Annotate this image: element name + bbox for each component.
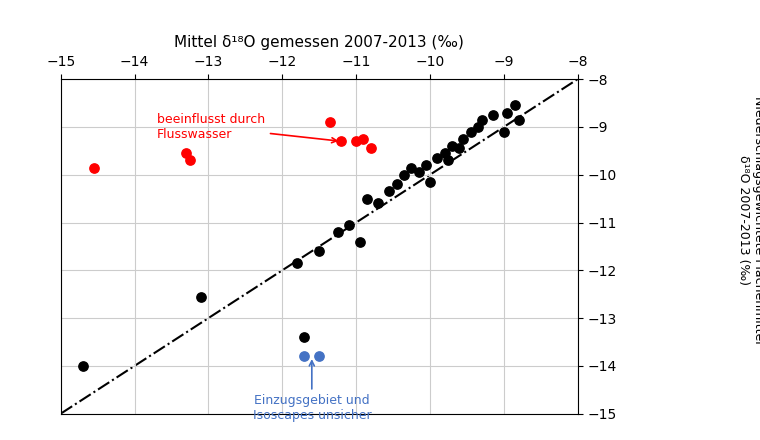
- Text: Einzugsgebiet und
Isoscapes unsicher: Einzugsgebiet und Isoscapes unsicher: [252, 361, 371, 422]
- Point: [335, 138, 347, 145]
- Point: [405, 164, 417, 171]
- Point: [88, 164, 100, 171]
- Point: [350, 138, 363, 145]
- Point: [431, 154, 443, 161]
- Point: [391, 181, 403, 188]
- Point: [512, 116, 524, 123]
- Point: [325, 119, 337, 126]
- Point: [331, 228, 344, 235]
- Point: [184, 157, 196, 164]
- Point: [383, 188, 395, 195]
- Point: [398, 171, 410, 178]
- Point: [195, 293, 207, 300]
- Point: [424, 178, 436, 185]
- Point: [357, 136, 369, 143]
- Point: [454, 145, 466, 152]
- Point: [486, 111, 499, 118]
- Point: [313, 248, 325, 255]
- Point: [372, 200, 385, 207]
- Point: [508, 102, 521, 109]
- Point: [498, 128, 510, 135]
- Point: [457, 136, 469, 143]
- Point: [472, 124, 484, 131]
- Text: beeinflusst durch
Flusswasser: beeinflusst durch Flusswasser: [157, 113, 337, 143]
- Point: [439, 150, 451, 157]
- Point: [476, 116, 488, 123]
- Point: [180, 150, 192, 157]
- X-axis label: Mittel δ¹⁸O gemessen 2007-2013 (‰): Mittel δ¹⁸O gemessen 2007-2013 (‰): [174, 35, 464, 50]
- Point: [291, 260, 303, 267]
- Point: [77, 362, 89, 369]
- Point: [420, 161, 432, 169]
- Point: [343, 221, 355, 228]
- Point: [313, 353, 325, 360]
- Point: [361, 195, 373, 202]
- Point: [299, 353, 311, 360]
- Point: [413, 169, 425, 176]
- Point: [299, 334, 311, 341]
- Point: [502, 109, 514, 116]
- Point: [365, 145, 377, 152]
- Point: [442, 157, 454, 164]
- Point: [353, 238, 366, 245]
- Text: Niederschlagsgewichtete Flächenmittel
δ¹⁸O 2007-2013 (‰): Niederschlagsgewichtete Flächenmittel δ¹…: [737, 96, 760, 344]
- Point: [446, 143, 458, 150]
- Point: [464, 128, 477, 135]
